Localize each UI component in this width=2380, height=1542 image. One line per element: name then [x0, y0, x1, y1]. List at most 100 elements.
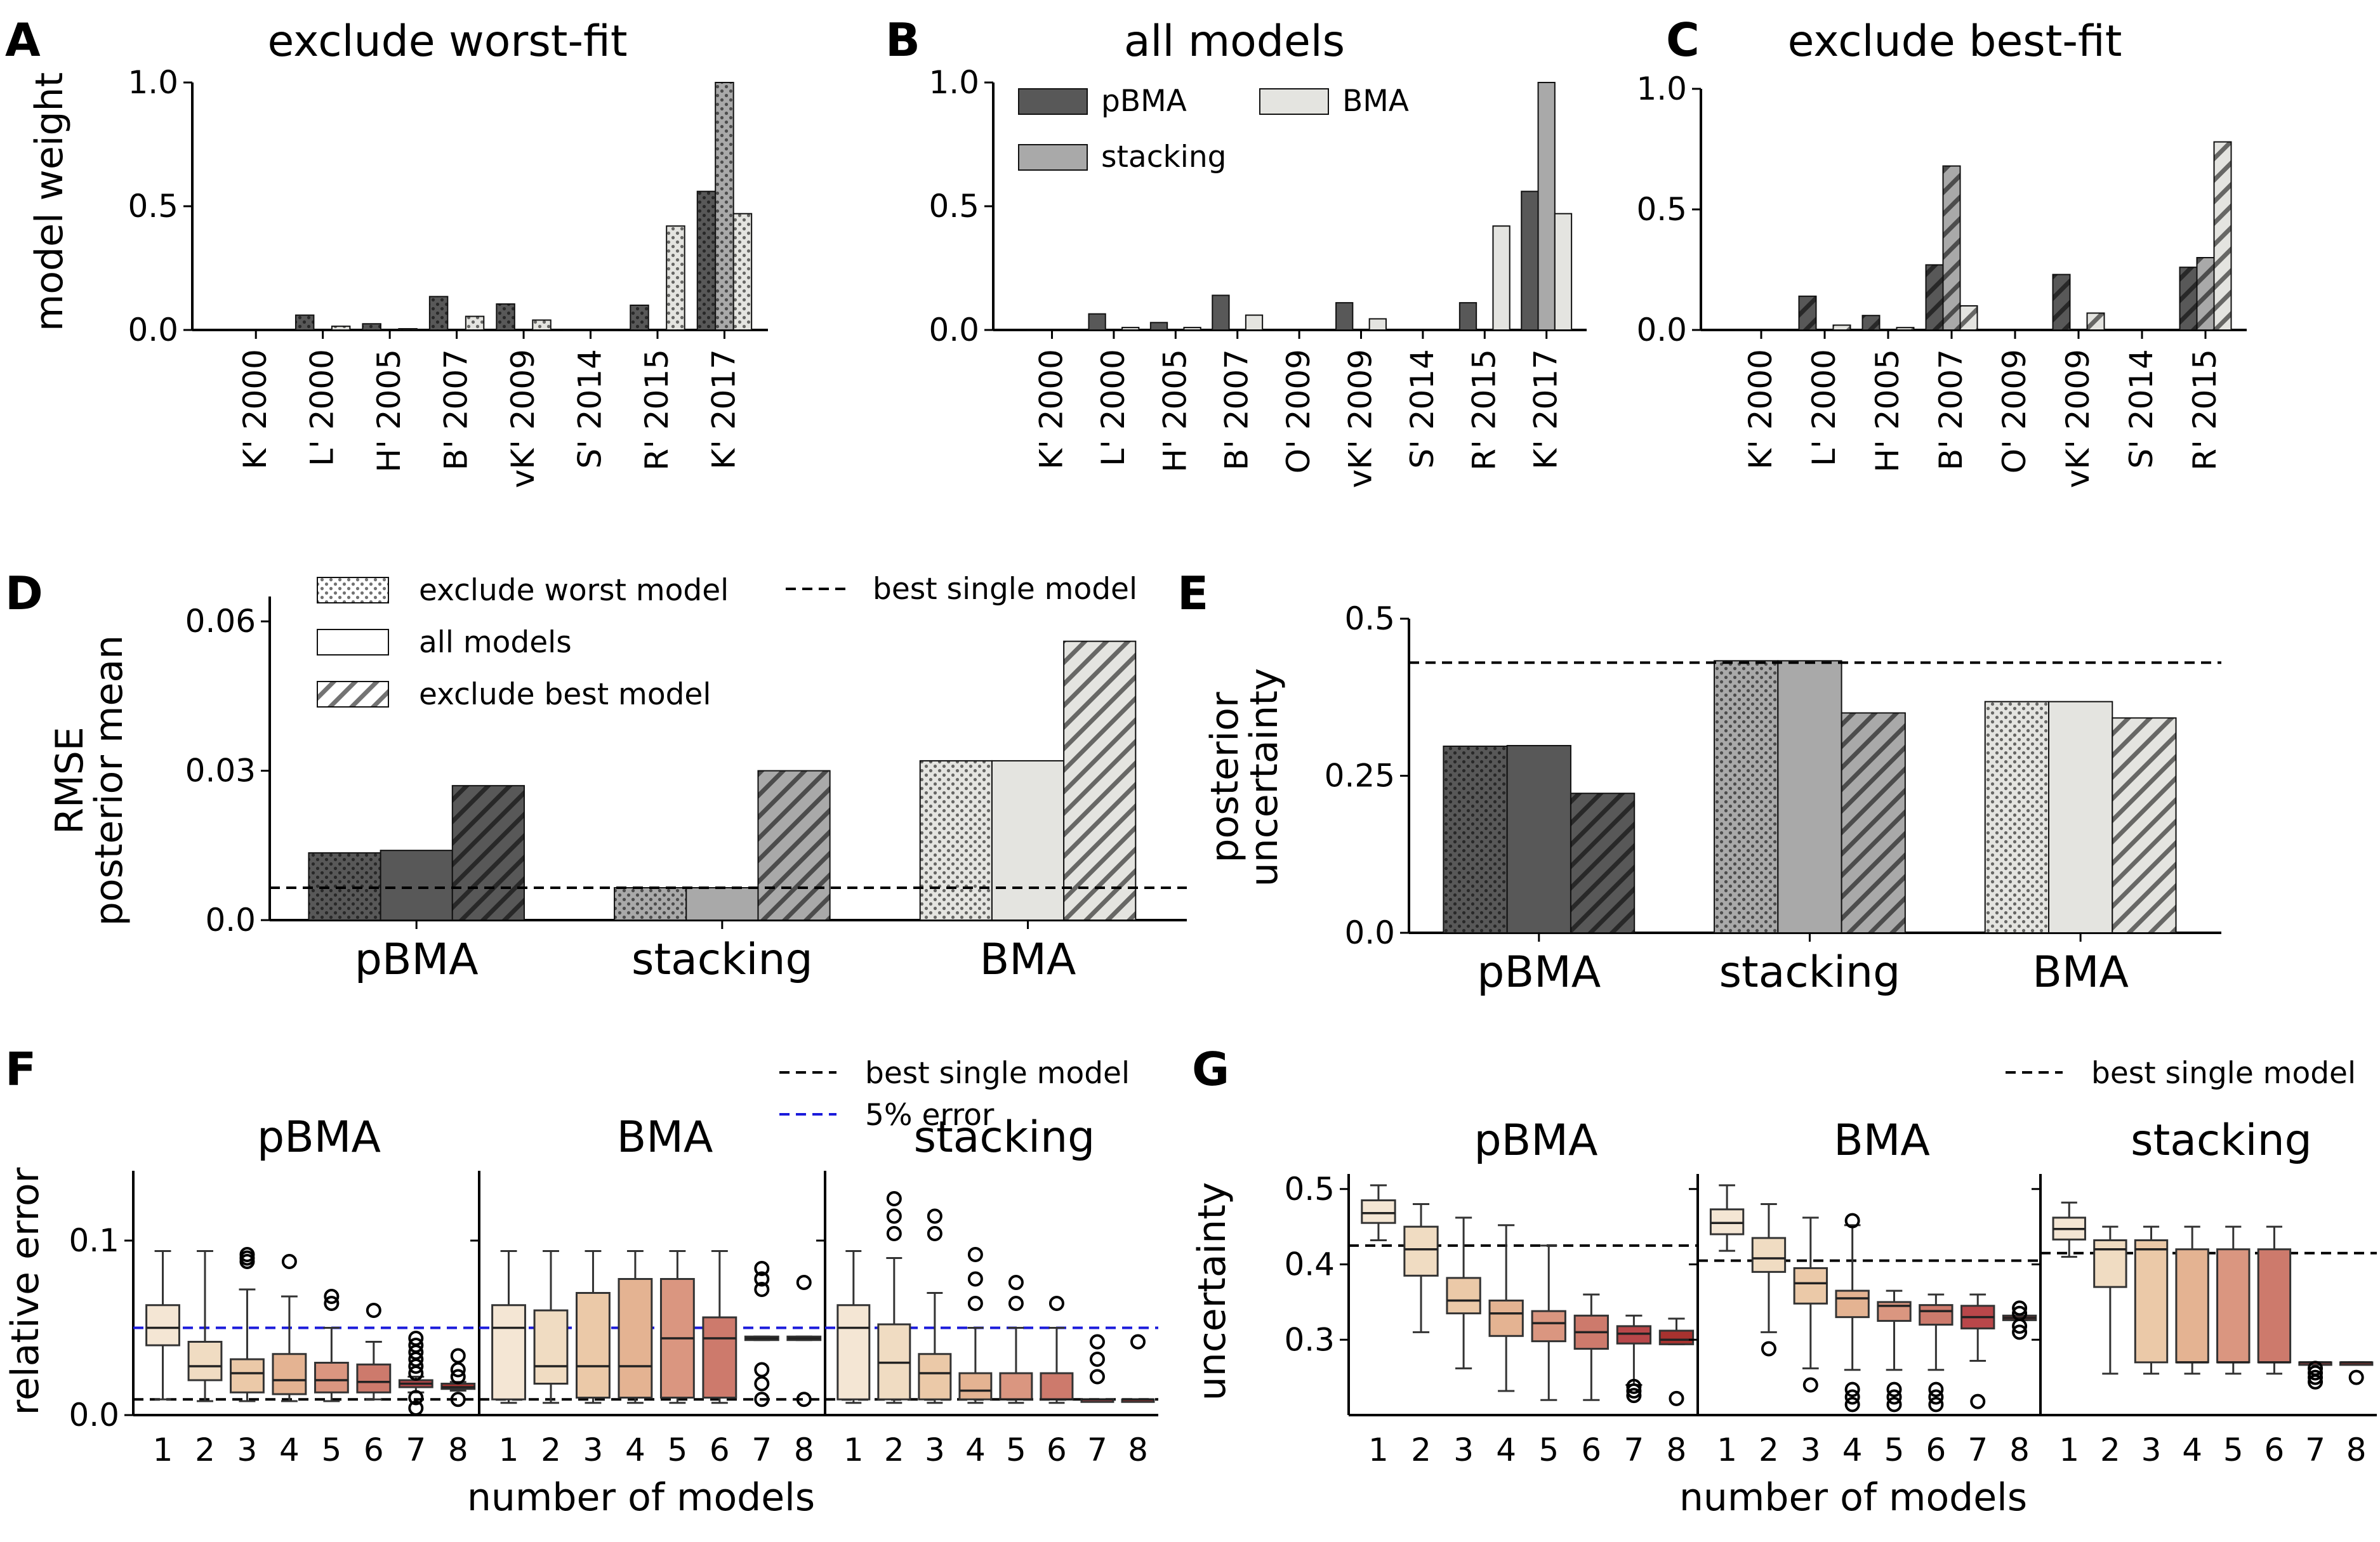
- bar-BMA-dots: [532, 320, 550, 330]
- flier-point: [1132, 1336, 1144, 1348]
- x-tick-label: 1: [843, 1432, 864, 1468]
- bar-BMA-hatch: [1897, 327, 1914, 330]
- y-tick-label: 1.0: [128, 64, 178, 101]
- legend-label: all models: [419, 625, 572, 660]
- flier-point: [367, 1304, 380, 1317]
- bar-BMA-hatch-hatch: [1064, 642, 1135, 920]
- x-tick-label: B' 2007: [1933, 349, 1969, 470]
- box-4: [960, 1248, 991, 1403]
- box-body: [1000, 1373, 1032, 1399]
- box-2: [1752, 1204, 1785, 1355]
- x-tick-label: B' 2007: [1219, 349, 1255, 470]
- y-tick-label: 0.06: [185, 603, 256, 640]
- panel-title: exclude worst-fit: [268, 16, 628, 67]
- box-7: [745, 1262, 778, 1406]
- box-body: [1617, 1326, 1650, 1343]
- box-body: [273, 1354, 306, 1394]
- box-7: [399, 1332, 432, 1414]
- bar-pBMA-hatch: [1863, 315, 1880, 330]
- flier-point: [969, 1297, 982, 1310]
- box-3: [577, 1251, 610, 1403]
- bar-stacking-dots-dots: [1714, 661, 1778, 933]
- flier-point: [1670, 1392, 1683, 1405]
- y-axis-label: RMSE: [48, 727, 92, 834]
- y-tick-label: 1.0: [1636, 70, 1687, 107]
- bar-stacking-hatch: [1943, 166, 1960, 330]
- y-tick-label: 0.5: [1284, 1171, 1335, 1208]
- x-tick-label: B' 2007: [438, 349, 475, 470]
- legend-swatch-BMA: [1260, 89, 1328, 114]
- bar-BMA-hatch: [2214, 142, 2231, 330]
- bar-BMA: [1122, 327, 1139, 330]
- x-tick-label: 8: [448, 1432, 468, 1468]
- flier-point: [1804, 1379, 1817, 1392]
- bar-BMA-dots: [734, 214, 751, 330]
- x-tick-label: 4: [1842, 1432, 1863, 1468]
- box-body: [1447, 1278, 1480, 1314]
- bar-pBMA-hatch: [1799, 296, 1816, 330]
- y-tick-label: 0.0: [1636, 312, 1687, 348]
- x-tick-label: 7: [751, 1432, 772, 1468]
- subplot-title: BMA: [1834, 1116, 1930, 1166]
- x-tick-label: vK' 2009: [1342, 349, 1379, 488]
- bar-pBMA-dots: [362, 324, 380, 330]
- x-tick-label: 6: [710, 1432, 730, 1468]
- x-tick-label: S' 2014: [572, 349, 609, 469]
- box-body: [1532, 1311, 1565, 1341]
- bar-BMA: [1370, 319, 1386, 330]
- x-tick-label: S' 2014: [2123, 349, 2160, 469]
- x-tick-label: K' 2000: [1033, 349, 1070, 470]
- bar-pBMA: [1212, 295, 1229, 330]
- x-tick-label: 3: [583, 1432, 604, 1468]
- flier-point: [929, 1227, 941, 1240]
- bar-pBMA-dots: [430, 296, 447, 330]
- legend-swatch-hatch: [317, 682, 388, 707]
- bar-stacking-dots: [715, 82, 733, 330]
- legend: best single model: [2006, 1056, 2356, 1091]
- panel-letter: E: [1177, 567, 1208, 620]
- y-tick-label: 0.0: [205, 902, 256, 939]
- box-body: [231, 1359, 264, 1392]
- x-tick-label: pBMA: [355, 935, 479, 985]
- x-tick-label: O' 2009: [1996, 349, 2033, 473]
- y-tick-label: 0.5: [929, 188, 979, 225]
- x-tick-label: pBMA: [1477, 947, 1601, 998]
- box-1: [2053, 1203, 2085, 1257]
- box-5: [1000, 1276, 1032, 1403]
- bar-BMA: [1184, 327, 1200, 330]
- x-tick-label: 4: [965, 1432, 986, 1468]
- x-tick-label: R' 2015: [2186, 349, 2223, 471]
- x-tick-label: vK' 2009: [505, 349, 541, 488]
- x-tick-label: 2: [884, 1432, 904, 1468]
- box-body: [1752, 1238, 1785, 1272]
- x-tick-label: 3: [237, 1432, 258, 1468]
- bar-BMA-hatch: [1960, 306, 1978, 330]
- y-axis-label: posterior: [1203, 692, 1247, 863]
- x-tick-label: L' 2000: [304, 349, 341, 466]
- panel-title: all models: [1124, 16, 1345, 67]
- box-6: [703, 1251, 736, 1403]
- bar-pBMA: [1521, 192, 1538, 330]
- x-tick-label: 6: [1926, 1432, 1946, 1468]
- y-tick-label: 0.25: [1325, 758, 1395, 794]
- box-1: [493, 1251, 526, 1403]
- box-5: [1532, 1246, 1565, 1400]
- bar-pBMA-dots: [496, 304, 514, 330]
- box-body: [147, 1305, 180, 1345]
- box-6: [1575, 1295, 1608, 1400]
- legend-label: exclude worst model: [419, 573, 729, 608]
- subplot-title: pBMA: [257, 1112, 381, 1163]
- box-body: [1660, 1331, 1693, 1344]
- box-body: [315, 1363, 348, 1393]
- box-4: [2176, 1227, 2208, 1374]
- box-6: [1041, 1297, 1073, 1403]
